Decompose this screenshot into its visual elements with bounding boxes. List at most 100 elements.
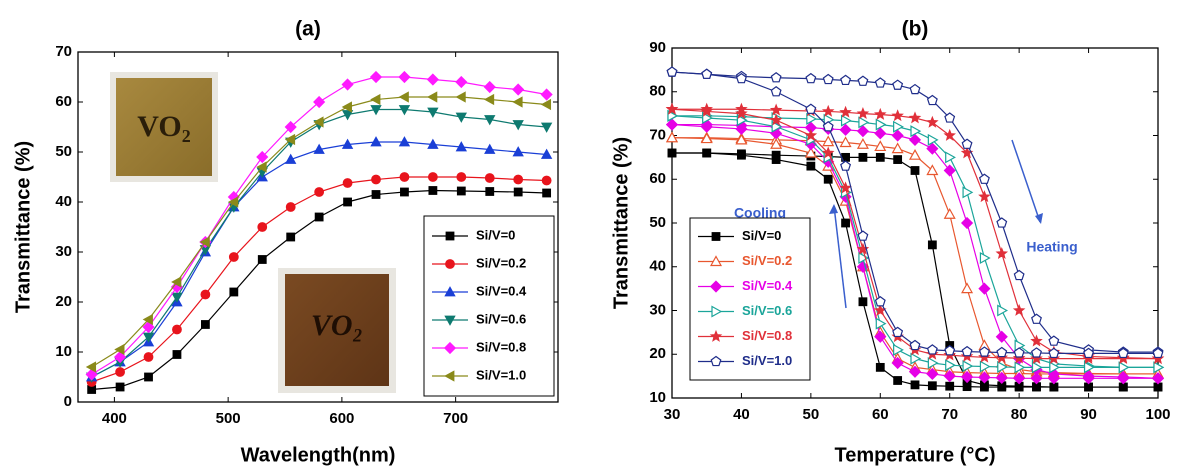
marker	[484, 115, 496, 126]
series-line	[671, 115, 1158, 368]
marker	[858, 116, 870, 129]
legend-box	[423, 215, 555, 397]
marker	[978, 282, 991, 295]
y-axis-label: Transmittance (%)	[12, 141, 34, 313]
legend-label: Si/V=0	[742, 228, 781, 243]
marker	[770, 72, 782, 83]
marker	[996, 346, 1008, 358]
marker	[961, 138, 973, 149]
legend-label: Si/V=1.0	[742, 353, 792, 368]
marker	[997, 360, 1009, 373]
marker	[822, 135, 835, 147]
marker	[805, 103, 817, 114]
marker	[512, 146, 524, 157]
marker	[1031, 313, 1042, 324]
legend-label: Si/V=0.8	[742, 328, 792, 343]
marker	[512, 120, 524, 131]
marker	[1151, 352, 1165, 364]
chart-title: (a)	[295, 18, 321, 41]
marker	[856, 242, 870, 255]
annotation: Heating	[1026, 239, 1077, 255]
marker	[822, 73, 834, 85]
marker	[313, 143, 325, 154]
marker	[257, 255, 267, 264]
marker	[1013, 347, 1025, 358]
marker	[769, 113, 783, 126]
y-tick-label: 90	[649, 39, 666, 56]
legend-label: Si/V=0	[476, 227, 515, 242]
marker	[926, 142, 939, 155]
marker	[770, 138, 783, 149]
marker	[927, 133, 939, 146]
marker	[455, 141, 467, 152]
marker	[370, 93, 381, 106]
marker	[1048, 347, 1060, 359]
arrow-head	[829, 204, 838, 214]
marker	[665, 131, 679, 143]
marker	[893, 155, 903, 164]
marker	[313, 95, 326, 109]
x-tick-label: 100	[1145, 406, 1170, 423]
marker	[944, 345, 956, 356]
marker	[735, 133, 748, 145]
marker	[856, 125, 869, 138]
marker	[961, 282, 974, 294]
marker	[1117, 372, 1130, 385]
marker	[804, 146, 817, 158]
marker	[770, 86, 782, 97]
legend-label: Si/V=0.2	[476, 255, 526, 270]
legend-label: Si/V=0.6	[742, 303, 792, 318]
marker	[483, 80, 496, 94]
x-tick-label: 80	[1011, 406, 1028, 423]
y-tick-label: 70	[55, 43, 72, 60]
marker	[839, 136, 852, 148]
marker	[874, 107, 887, 120]
marker	[891, 129, 904, 142]
y-tick-label: 70	[649, 126, 666, 143]
y-tick-label: 60	[649, 170, 666, 187]
marker	[540, 98, 552, 111]
marker	[485, 187, 495, 196]
marker	[945, 381, 955, 391]
marker	[1083, 347, 1095, 359]
marker	[229, 287, 239, 297]
x-tick-label: 50	[803, 406, 820, 423]
marker	[874, 303, 887, 316]
legend-label: Si/V=1.0	[476, 367, 526, 382]
y-tick-label: 40	[649, 258, 666, 275]
inset-label: VO₂	[311, 309, 363, 342]
marker	[427, 91, 438, 103]
marker	[455, 75, 468, 89]
marker	[821, 146, 835, 159]
marker	[857, 75, 869, 86]
marker	[427, 107, 439, 118]
marker	[806, 161, 816, 171]
series-line	[671, 108, 1158, 360]
legend-marker	[711, 305, 723, 318]
marker	[839, 181, 852, 194]
marker	[426, 73, 439, 86]
marker	[144, 372, 153, 382]
marker	[910, 125, 922, 138]
marker	[979, 360, 991, 373]
annotation: Cooling	[734, 205, 786, 221]
inset-label: VO₂	[137, 110, 190, 143]
marker	[484, 173, 495, 183]
marker	[455, 112, 467, 123]
legend-marker	[444, 315, 456, 326]
inset-film	[285, 274, 389, 386]
marker	[875, 317, 887, 330]
marker	[874, 77, 886, 88]
marker	[256, 150, 269, 164]
marker	[142, 313, 153, 326]
legend-marker	[709, 280, 723, 293]
marker	[455, 91, 466, 103]
marker	[995, 247, 1009, 259]
series-line	[672, 152, 1158, 388]
marker	[771, 120, 783, 133]
marker	[701, 68, 713, 79]
x-tick-label: 40	[733, 406, 750, 423]
x-tick-label: 500	[216, 410, 241, 427]
